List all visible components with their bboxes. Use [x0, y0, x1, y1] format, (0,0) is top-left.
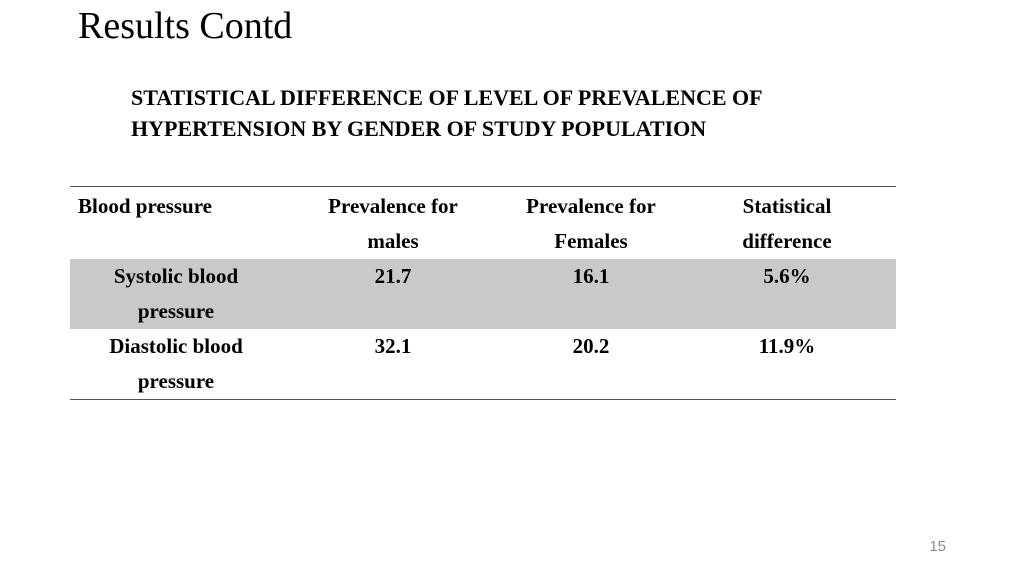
- table-caption: STATISTICAL DIFFERENCE OF LEVEL OF PREVA…: [131, 82, 763, 144]
- header-prevalence-females: Prevalence for Females: [526, 194, 656, 253]
- table-row-systolic: Systolic blood pressure 21.7 16.1 5.6%: [70, 259, 896, 329]
- table-caption-line-2: HYPERTENSION BY GENDER OF STUDY POPULATI…: [131, 116, 707, 141]
- page-number: 15: [929, 538, 946, 555]
- cell-diastolic-females: 20.2: [572, 334, 610, 358]
- header-blood-pressure: Blood pressure: [78, 194, 212, 218]
- cell-diastolic-difference: 11.9%: [758, 334, 816, 358]
- cell-diastolic-males: 32.1: [374, 334, 412, 358]
- row-label-diastolic: Diastolic blood pressure: [109, 334, 243, 393]
- slide-title: Results Contd: [78, 5, 293, 47]
- table-header-row: Blood pressure Prevalence for males Prev…: [70, 186, 896, 260]
- header-statistical-difference: Statistical difference: [742, 194, 832, 253]
- table-row-diastolic: Diastolic blood pressure 32.1 20.2 11.9%: [70, 329, 896, 400]
- header-prevalence-males: Prevalence for males: [328, 194, 458, 253]
- cell-systolic-difference: 5.6%: [678, 259, 896, 329]
- table-caption-line-1: STATISTICAL DIFFERENCE OF LEVEL OF PREVA…: [131, 85, 763, 110]
- row-label-systolic: Systolic blood pressure: [70, 259, 282, 329]
- cell-systolic-males: 21.7: [282, 259, 504, 329]
- prevalence-table: Blood pressure Prevalence for males Prev…: [70, 186, 896, 400]
- cell-systolic-females: 16.1: [504, 259, 678, 329]
